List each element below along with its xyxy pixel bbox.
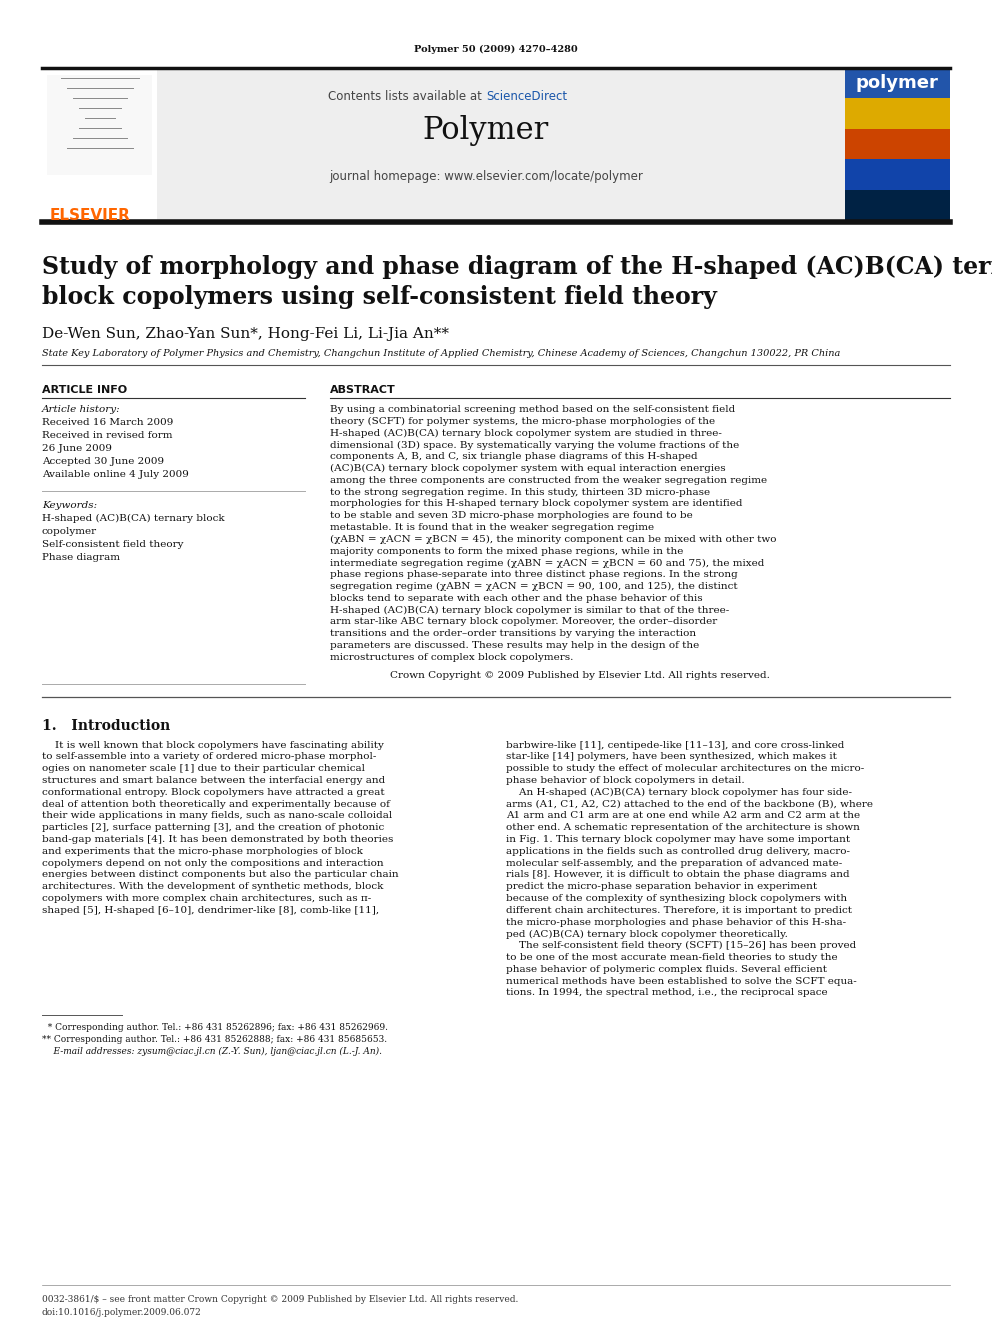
Bar <box>845 98 950 128</box>
Text: (χABN = χACN = χBCN = 45), the minority component can be mixed with other two: (χABN = χACN = χBCN = 45), the minority … <box>330 534 777 544</box>
Bar <box>845 70 950 220</box>
Text: phase behavior of block copolymers in detail.: phase behavior of block copolymers in de… <box>506 777 745 785</box>
Text: Polymer 50 (2009) 4270–4280: Polymer 50 (2009) 4270–4280 <box>414 45 578 54</box>
Text: the micro-phase morphologies and phase behavior of this H-sha-: the micro-phase morphologies and phase b… <box>506 918 846 926</box>
Text: Contents lists available at: Contents lists available at <box>328 90 486 103</box>
Text: microstructures of complex block copolymers.: microstructures of complex block copolym… <box>330 652 573 662</box>
Text: transitions and the order–order transitions by varying the interaction: transitions and the order–order transiti… <box>330 630 696 638</box>
Text: ogies on nanometer scale [1] due to their particular chemical: ogies on nanometer scale [1] due to thei… <box>42 765 365 773</box>
Text: numerical methods have been established to solve the SCFT equa-: numerical methods have been established … <box>506 976 857 986</box>
Text: their wide applications in many fields, such as nano-scale colloidal: their wide applications in many fields, … <box>42 811 392 820</box>
Text: blocks tend to separate with each other and the phase behavior of this: blocks tend to separate with each other … <box>330 594 702 603</box>
Text: morphologies for this H-shaped ternary block copolymer system are identified: morphologies for this H-shaped ternary b… <box>330 499 742 508</box>
Text: other end. A schematic representation of the architecture is shown: other end. A schematic representation of… <box>506 823 860 832</box>
Text: Phase diagram: Phase diagram <box>42 553 120 562</box>
Text: H-shaped (AC)B(CA) ternary block copolymer is similar to that of the three-: H-shaped (AC)B(CA) ternary block copolym… <box>330 606 729 615</box>
Text: theory (SCFT) for polymer systems, the micro-phase morphologies of the: theory (SCFT) for polymer systems, the m… <box>330 417 715 426</box>
Text: polymer: polymer <box>855 74 938 93</box>
Text: intermediate segregation regime (χABN = χACN = χBCN = 60 and 75), the mixed: intermediate segregation regime (χABN = … <box>330 558 765 568</box>
Text: components A, B, and C, six triangle phase diagrams of this H-shaped: components A, B, and C, six triangle pha… <box>330 452 697 462</box>
Text: particles [2], surface patterning [3], and the creation of photonic: particles [2], surface patterning [3], a… <box>42 823 384 832</box>
Text: H-shaped (AC)B(CA) ternary block: H-shaped (AC)B(CA) ternary block <box>42 515 224 523</box>
Text: parameters are discussed. These results may help in the design of the: parameters are discussed. These results … <box>330 642 699 650</box>
Text: ped (AC)B(CA) ternary block copolymer theoretically.: ped (AC)B(CA) ternary block copolymer th… <box>506 929 788 938</box>
Text: block copolymers using self-consistent field theory: block copolymers using self-consistent f… <box>42 284 717 310</box>
Text: Crown Copyright © 2009 Published by Elsevier Ltd. All rights reserved.: Crown Copyright © 2009 Published by Else… <box>390 671 770 680</box>
Text: star-like [14] polymers, have been synthesized, which makes it: star-like [14] polymers, have been synth… <box>506 753 837 762</box>
Text: dimensional (3D) space. By systematically varying the volume fractions of the: dimensional (3D) space. By systematicall… <box>330 441 739 450</box>
Text: possible to study the effect of molecular architectures on the micro-: possible to study the effect of molecula… <box>506 765 864 773</box>
Text: Study of morphology and phase diagram of the H-shaped (AC)B(CA) ternary: Study of morphology and phase diagram of… <box>42 255 992 279</box>
Text: arm star-like ABC ternary block copolymer. Moreover, the order–disorder: arm star-like ABC ternary block copolyme… <box>330 618 717 626</box>
Text: Accepted 30 June 2009: Accepted 30 June 2009 <box>42 456 164 466</box>
Text: to the strong segregation regime. In this study, thirteen 3D micro-phase: to the strong segregation regime. In thi… <box>330 488 710 496</box>
Text: Keywords:: Keywords: <box>42 501 97 509</box>
Text: applications in the fields such as controlled drug delivery, macro-: applications in the fields such as contr… <box>506 847 850 856</box>
Text: segregation regime (χABN = χACN = χBCN = 90, 100, and 125), the distinct: segregation regime (χABN = χACN = χBCN =… <box>330 582 738 591</box>
Text: structures and smart balance between the interfacial energy and: structures and smart balance between the… <box>42 777 385 785</box>
Text: energies between distinct components but also the particular chain: energies between distinct components but… <box>42 871 399 880</box>
Text: different chain architectures. Therefore, it is important to predict: different chain architectures. Therefore… <box>506 906 852 914</box>
Text: copolymers with more complex chain architectures, such as π-: copolymers with more complex chain archi… <box>42 894 371 904</box>
Text: among the three components are constructed from the weaker segregation regime: among the three components are construct… <box>330 476 767 484</box>
Bar <box>845 128 950 159</box>
Text: Available online 4 July 2009: Available online 4 July 2009 <box>42 470 188 479</box>
Text: architectures. With the development of synthetic methods, block: architectures. With the development of s… <box>42 882 383 892</box>
Text: journal homepage: www.elsevier.com/locate/polymer: journal homepage: www.elsevier.com/locat… <box>329 169 643 183</box>
Text: ELSEVIER: ELSEVIER <box>50 208 131 224</box>
Text: to be one of the most accurate mean-field theories to study the: to be one of the most accurate mean-fiel… <box>506 953 837 962</box>
Text: majority components to form the mixed phase regions, while in the: majority components to form the mixed ph… <box>330 546 683 556</box>
Text: phase regions phase-separate into three distinct phase regions. In the strong: phase regions phase-separate into three … <box>330 570 738 579</box>
Text: band-gap materials [4]. It has been demonstrated by both theories: band-gap materials [4]. It has been demo… <box>42 835 394 844</box>
Text: arms (A1, C1, A2, C2) attached to the end of the backbone (B), where: arms (A1, C1, A2, C2) attached to the en… <box>506 799 873 808</box>
Bar <box>845 70 950 98</box>
Text: By using a combinatorial screening method based on the self-consistent field: By using a combinatorial screening metho… <box>330 405 735 414</box>
Text: rials [8]. However, it is difficult to obtain the phase diagrams and: rials [8]. However, it is difficult to o… <box>506 871 849 880</box>
Text: It is well known that block copolymers have fascinating ability: It is well known that block copolymers h… <box>42 741 384 750</box>
Text: H-shaped (AC)B(CA) ternary block copolymer system are studied in three-: H-shaped (AC)B(CA) ternary block copolym… <box>330 429 722 438</box>
Text: ARTICLE INFO: ARTICLE INFO <box>42 385 127 396</box>
Text: State Key Laboratory of Polymer Physics and Chemistry, Changchun Institute of Ap: State Key Laboratory of Polymer Physics … <box>42 349 840 359</box>
Bar <box>42 70 157 220</box>
Text: Received in revised form: Received in revised form <box>42 431 173 441</box>
Text: * Corresponding author. Tel.: +86 431 85262896; fax: +86 431 85262969.: * Corresponding author. Tel.: +86 431 85… <box>42 1023 388 1032</box>
Text: An H-shaped (AC)B(CA) ternary block copolymer has four side-: An H-shaped (AC)B(CA) ternary block copo… <box>506 787 852 796</box>
Text: 26 June 2009: 26 June 2009 <box>42 445 112 452</box>
Text: 1.   Introduction: 1. Introduction <box>42 718 171 733</box>
Text: copolymer: copolymer <box>42 527 97 536</box>
Text: conformational entropy. Block copolymers have attracted a great: conformational entropy. Block copolymers… <box>42 787 385 796</box>
Text: and experiments that the micro-phase morphologies of block: and experiments that the micro-phase mor… <box>42 847 363 856</box>
Text: deal of attention both theoretically and experimentally because of: deal of attention both theoretically and… <box>42 799 390 808</box>
Text: phase behavior of polymeric complex fluids. Several efficient: phase behavior of polymeric complex flui… <box>506 964 827 974</box>
Text: Self-consistent field theory: Self-consistent field theory <box>42 540 184 549</box>
Text: barbwire-like [11], centipede-like [11–13], and core cross-linked: barbwire-like [11], centipede-like [11–1… <box>506 741 844 750</box>
Text: copolymers depend on not only the compositions and interaction: copolymers depend on not only the compos… <box>42 859 384 868</box>
Text: because of the complexity of synthesizing block copolymers with: because of the complexity of synthesizin… <box>506 894 847 904</box>
Text: shaped [5], H-shaped [6–10], dendrimer-like [8], comb-like [11],: shaped [5], H-shaped [6–10], dendrimer-l… <box>42 906 379 914</box>
Text: Received 16 March 2009: Received 16 March 2009 <box>42 418 174 427</box>
Text: Polymer: Polymer <box>423 115 550 146</box>
Text: predict the micro-phase separation behavior in experiment: predict the micro-phase separation behav… <box>506 882 817 892</box>
Text: to be stable and seven 3D micro-phase morphologies are found to be: to be stable and seven 3D micro-phase mo… <box>330 511 692 520</box>
Text: The self-consistent field theory (SCFT) [15–26] has been proved: The self-consistent field theory (SCFT) … <box>506 941 856 950</box>
Text: Article history:: Article history: <box>42 405 121 414</box>
Text: ABSTRACT: ABSTRACT <box>330 385 396 396</box>
Text: 0032-3861/$ – see front matter Crown Copyright © 2009 Published by Elsevier Ltd.: 0032-3861/$ – see front matter Crown Cop… <box>42 1295 519 1304</box>
Text: (AC)B(CA) ternary block copolymer system with equal interaction energies: (AC)B(CA) ternary block copolymer system… <box>330 464 725 474</box>
Text: molecular self-assembly, and the preparation of advanced mate-: molecular self-assembly, and the prepara… <box>506 859 842 868</box>
Text: doi:10.1016/j.polymer.2009.06.072: doi:10.1016/j.polymer.2009.06.072 <box>42 1308 201 1316</box>
Bar <box>845 159 950 189</box>
Text: metastable. It is found that in the weaker segregation regime: metastable. It is found that in the weak… <box>330 523 654 532</box>
Text: ** Corresponding author. Tel.: +86 431 85262888; fax: +86 431 85685653.: ** Corresponding author. Tel.: +86 431 8… <box>42 1035 387 1044</box>
Text: De-Wen Sun, Zhao-Yan Sun*, Hong-Fei Li, Li-Jia An**: De-Wen Sun, Zhao-Yan Sun*, Hong-Fei Li, … <box>42 327 449 341</box>
Text: ScienceDirect: ScienceDirect <box>486 90 567 103</box>
Text: tions. In 1994, the spectral method, i.e., the reciprocal space: tions. In 1994, the spectral method, i.e… <box>506 988 827 998</box>
Bar <box>845 189 950 220</box>
Text: E-mail addresses: zysum@ciac.jl.cn (Z.-Y. Sun), ljan@ciac.jl.cn (L.-J. An).: E-mail addresses: zysum@ciac.jl.cn (Z.-Y… <box>42 1048 382 1056</box>
Text: A1 arm and C1 arm are at one end while A2 arm and C2 arm at the: A1 arm and C1 arm are at one end while A… <box>506 811 860 820</box>
Text: to self-assemble into a variety of ordered micro-phase morphol-: to self-assemble into a variety of order… <box>42 753 376 762</box>
Bar <box>47 75 152 175</box>
Text: in Fig. 1. This ternary block copolymer may have some important: in Fig. 1. This ternary block copolymer … <box>506 835 850 844</box>
Bar <box>157 70 845 220</box>
